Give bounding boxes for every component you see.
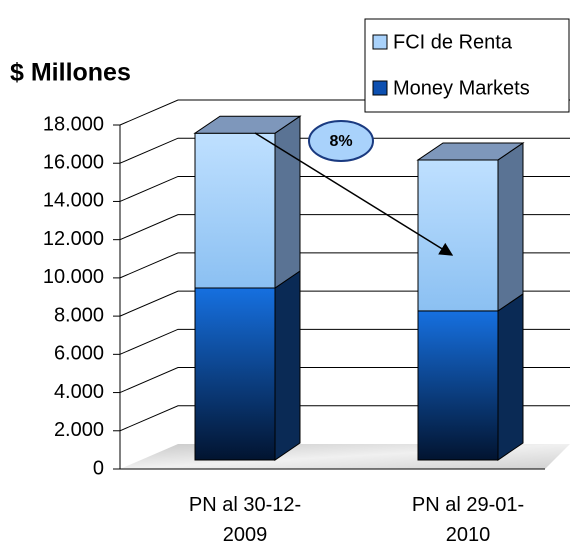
y-tick-label: 18.000	[43, 113, 104, 135]
trend-arrow	[254, 132, 454, 256]
y-tick-label: 8.000	[54, 304, 104, 326]
bar	[417, 159, 499, 312]
legend-label: FCI de Renta	[393, 31, 513, 53]
legend-swatch	[372, 34, 388, 50]
chart-title: $ Millones	[10, 59, 131, 87]
y-tick-label: 0	[93, 457, 104, 479]
legend-swatch	[372, 80, 388, 96]
x-tick-label: PN al 29-01-2010	[411, 494, 525, 546]
legend-label: Money Markets	[393, 77, 530, 99]
legend-box	[364, 18, 570, 113]
annotation-bubble	[308, 120, 374, 162]
y-tick-label: 2.000	[54, 419, 104, 441]
y-tick-label: 4.000	[54, 381, 104, 403]
y-tick-label: 12.000	[43, 228, 104, 250]
x-tick-label: PN al 30-12-2009	[188, 494, 302, 546]
bar	[417, 310, 499, 461]
bar-top	[416, 142, 525, 161]
y-tick-label: 10.000	[43, 266, 104, 288]
bar-side	[274, 270, 301, 461]
y-tick-label: 6.000	[54, 343, 104, 365]
bar	[194, 132, 276, 289]
bar	[194, 287, 276, 461]
annotation: 8%	[329, 133, 352, 150]
bar-side	[497, 142, 524, 312]
y-tick-label: 16.000	[43, 152, 104, 174]
bar-side	[274, 115, 301, 289]
grid-line	[119, 137, 570, 164]
bar-side	[497, 292, 524, 461]
y-tick-label: 14.000	[43, 190, 104, 212]
bar-top	[193, 115, 302, 134]
